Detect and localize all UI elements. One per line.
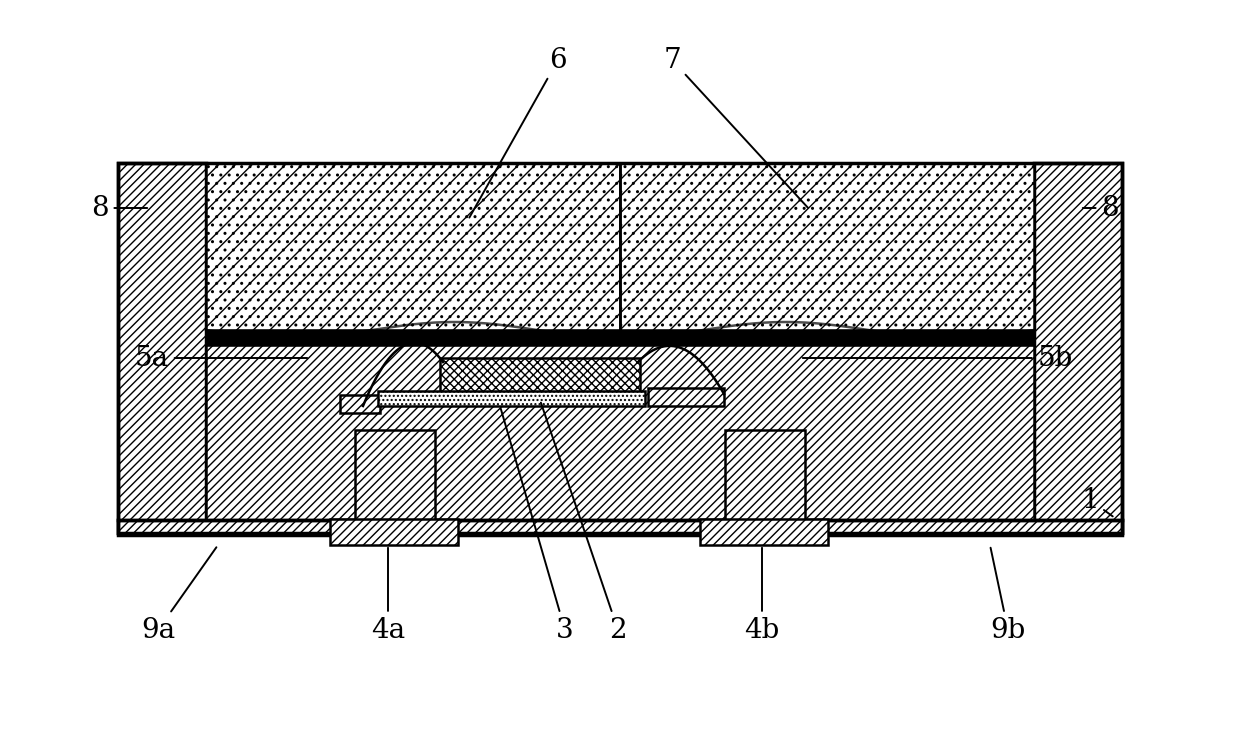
Bar (206, 330, 1034, 345)
Bar (649, 388, 724, 406)
Bar (355, 430, 435, 520)
Text: 5a: 5a (135, 344, 308, 372)
Bar (330, 519, 458, 545)
Bar (206, 163, 620, 330)
Bar (118, 163, 206, 533)
Bar (206, 345, 1034, 520)
Text: 5b: 5b (802, 344, 1073, 372)
Text: 9b: 9b (991, 548, 1025, 643)
Text: 4a: 4a (371, 548, 405, 643)
Bar (620, 163, 1034, 330)
Bar (440, 358, 640, 393)
Bar (118, 163, 1122, 533)
Text: 4b: 4b (744, 548, 780, 643)
Text: 8: 8 (1083, 194, 1118, 222)
Text: 3: 3 (501, 408, 574, 643)
Text: 8: 8 (92, 194, 148, 222)
Text: 6: 6 (470, 46, 567, 218)
Text: 2: 2 (541, 403, 626, 643)
Bar (340, 395, 379, 413)
Text: 7: 7 (663, 46, 808, 208)
Text: 1: 1 (1081, 486, 1112, 517)
Bar (1034, 163, 1122, 533)
Bar (725, 430, 805, 520)
Bar (378, 391, 645, 406)
Bar (620, 163, 1034, 330)
Bar (206, 163, 620, 330)
Bar (701, 519, 828, 545)
Text: 9a: 9a (141, 548, 217, 643)
Bar (118, 520, 1122, 535)
